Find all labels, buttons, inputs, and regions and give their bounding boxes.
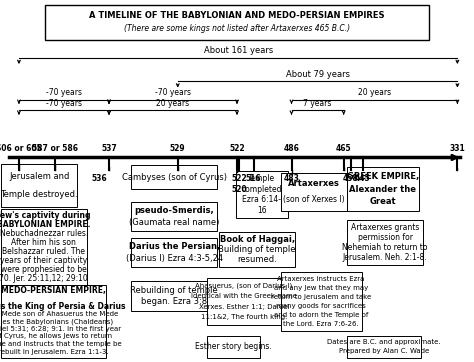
FancyBboxPatch shape xyxy=(347,220,423,265)
Text: (There are some kings not listed after Artaxerxes 465 B.C.): (There are some kings not listed after A… xyxy=(124,24,350,33)
Text: were prophesied to be: were prophesied to be xyxy=(1,265,87,274)
Text: rebuilt in Jerusalem. Ezra 1:1-3.: rebuilt in Jerusalem. Ezra 1:1-3. xyxy=(0,349,109,355)
Text: Nehemiah to return to: Nehemiah to return to xyxy=(342,243,428,252)
Text: 20 years: 20 years xyxy=(358,88,391,97)
Text: Nebuchadnezzar rules.: Nebuchadnezzar rules. xyxy=(0,229,88,238)
FancyBboxPatch shape xyxy=(1,209,87,285)
FancyBboxPatch shape xyxy=(207,278,281,325)
Text: Jerusalem and: Jerusalem and xyxy=(9,172,69,181)
Text: Building of temple: Building of temple xyxy=(219,245,296,254)
FancyBboxPatch shape xyxy=(131,165,217,189)
Text: 536: 536 xyxy=(92,174,107,183)
Text: 486: 486 xyxy=(283,144,300,153)
FancyBboxPatch shape xyxy=(281,173,347,211)
Text: After him his son: After him his son xyxy=(11,238,76,247)
Text: Rebuilding of temple: Rebuilding of temple xyxy=(130,286,218,295)
Text: Belshazzar ruled. The: Belshazzar ruled. The xyxy=(2,247,85,256)
Text: many goods for sacrifices: many goods for sacrifices xyxy=(276,303,366,309)
FancyBboxPatch shape xyxy=(347,336,421,358)
Text: -70 years: -70 years xyxy=(155,88,191,97)
Text: Daniel 5:31; 6:28; 9:1. In the first year: Daniel 5:31; 6:28; 9:1. In the first yea… xyxy=(0,326,121,332)
Text: Book of Haggai,: Book of Haggai, xyxy=(219,235,295,244)
Text: GREEK EMPIRE,: GREEK EMPIRE, xyxy=(346,172,419,181)
Text: -70 years: -70 years xyxy=(46,88,82,97)
Text: Darius the Persian,: Darius the Persian, xyxy=(128,242,220,251)
Text: About 161 years: About 161 years xyxy=(203,46,273,55)
Text: Esther story begins.: Esther story begins. xyxy=(195,342,272,351)
Text: 465: 465 xyxy=(336,144,351,153)
Text: Cambyses (son of Cyrus): Cambyses (son of Cyrus) xyxy=(122,173,227,182)
Text: Great: Great xyxy=(369,197,396,206)
Text: MEDO-PERSIAN EMPIRE,: MEDO-PERSIAN EMPIRE, xyxy=(1,286,106,295)
Text: 522: 522 xyxy=(229,144,245,153)
Text: rules the Babylonians (Chaldeans): rules the Babylonians (Chaldeans) xyxy=(0,318,113,324)
Text: 11:1&2, The fourth king.: 11:1&2, The fourth king. xyxy=(201,314,287,320)
FancyBboxPatch shape xyxy=(45,5,429,40)
Text: Alexander the: Alexander the xyxy=(349,185,416,194)
Text: 483: 483 xyxy=(283,174,300,183)
Text: Artaxerxes: Artaxerxes xyxy=(288,180,340,189)
Text: the Lord. Ezra 7:6-26.: the Lord. Ezra 7:6-26. xyxy=(283,321,359,327)
Text: 516: 516 xyxy=(246,174,261,183)
Text: 537: 537 xyxy=(101,144,117,153)
Text: 20 years: 20 years xyxy=(156,98,190,108)
Text: 7 years: 7 years xyxy=(303,98,332,108)
FancyBboxPatch shape xyxy=(131,281,217,311)
Text: Jew's captivity during: Jew's captivity during xyxy=(0,211,91,220)
Text: Artaxerxes instructs Ezra: Artaxerxes instructs Ezra xyxy=(277,276,365,282)
FancyBboxPatch shape xyxy=(131,202,217,231)
Text: and to adorn the Temple of: and to adorn the Temple of xyxy=(274,312,368,318)
Text: Jerusalem. Neh. 2:1-8.: Jerusalem. Neh. 2:1-8. xyxy=(343,253,428,262)
Text: and any Jew that they may: and any Jew that they may xyxy=(274,285,368,291)
Text: (Gaumata real name): (Gaumata real name) xyxy=(129,218,219,227)
FancyBboxPatch shape xyxy=(1,164,77,207)
Text: pseudo-Smerdis,: pseudo-Smerdis, xyxy=(134,206,214,215)
Text: 529: 529 xyxy=(170,144,185,153)
Text: Prepared by Alan C. Wade: Prepared by Alan C. Wade xyxy=(339,348,429,354)
Text: resumed.: resumed. xyxy=(237,255,277,264)
Text: 522: 522 xyxy=(232,174,247,183)
Text: Ezra 6:14-: Ezra 6:14- xyxy=(242,195,282,204)
Text: 606 or 605: 606 or 605 xyxy=(0,144,42,153)
FancyBboxPatch shape xyxy=(207,336,260,358)
Text: Temple: Temple xyxy=(248,174,275,183)
Text: of Cyrus, he allows Jews to return: of Cyrus, he allows Jews to return xyxy=(0,333,112,340)
Text: permission for: permission for xyxy=(357,233,413,242)
Text: 331: 331 xyxy=(449,144,465,153)
Text: Cyrus the King of Persia & Darius: Cyrus the King of Persia & Darius xyxy=(0,302,126,311)
Text: Xerxes. Esther 1:1; Daniel: Xerxes. Esther 1:1; Daniel xyxy=(199,304,289,310)
Text: A TIMELINE OF THE BABYLONIAN AND MEDO-PERSIAN EMPIRES: A TIMELINE OF THE BABYLONIAN AND MEDO-PE… xyxy=(89,11,385,20)
Text: 458: 458 xyxy=(343,174,359,183)
Text: identical with the Greek name: identical with the Greek name xyxy=(191,293,297,299)
Text: began. Ezra 3:8: began. Ezra 3:8 xyxy=(141,297,207,306)
Text: 70. Jer. 25:11,12; 29:10: 70. Jer. 25:11,12; 29:10 xyxy=(0,274,88,283)
Text: Ahasuerus, (son of Darius I): Ahasuerus, (son of Darius I) xyxy=(195,282,293,289)
Text: 445: 445 xyxy=(355,174,370,183)
FancyBboxPatch shape xyxy=(347,167,419,211)
Text: home and instructs that the temple be: home and instructs that the temple be xyxy=(0,341,121,347)
FancyBboxPatch shape xyxy=(131,238,217,267)
Text: 16: 16 xyxy=(257,206,267,215)
Text: -70 years: -70 years xyxy=(46,98,82,108)
Text: years of their captivity: years of their captivity xyxy=(0,256,88,265)
Text: Dates are B.C. and approximate.: Dates are B.C. and approximate. xyxy=(327,339,441,345)
Text: Temple destroyed.: Temple destroyed. xyxy=(0,190,78,199)
Text: 587 or 586: 587 or 586 xyxy=(31,144,78,153)
FancyBboxPatch shape xyxy=(281,272,362,331)
Text: completed: completed xyxy=(242,185,282,194)
Text: (Darius I) Ezra 4:3-5,24: (Darius I) Ezra 4:3-5,24 xyxy=(126,254,223,263)
Text: 520: 520 xyxy=(232,185,247,194)
Text: Artaxerxes grants: Artaxerxes grants xyxy=(351,223,419,232)
Text: (son of Xerxes I): (son of Xerxes I) xyxy=(283,195,345,204)
Text: BABYLONIAN EMPIRE.: BABYLONIAN EMPIRE. xyxy=(0,220,91,229)
Text: About 79 years: About 79 years xyxy=(285,70,350,79)
FancyBboxPatch shape xyxy=(236,171,288,218)
Text: return to Jerusalem and take: return to Jerusalem and take xyxy=(271,294,371,300)
Text: the Mede son of Ahasuerus the Mede: the Mede son of Ahasuerus the Mede xyxy=(0,311,118,317)
FancyBboxPatch shape xyxy=(219,232,295,267)
FancyBboxPatch shape xyxy=(1,285,106,358)
